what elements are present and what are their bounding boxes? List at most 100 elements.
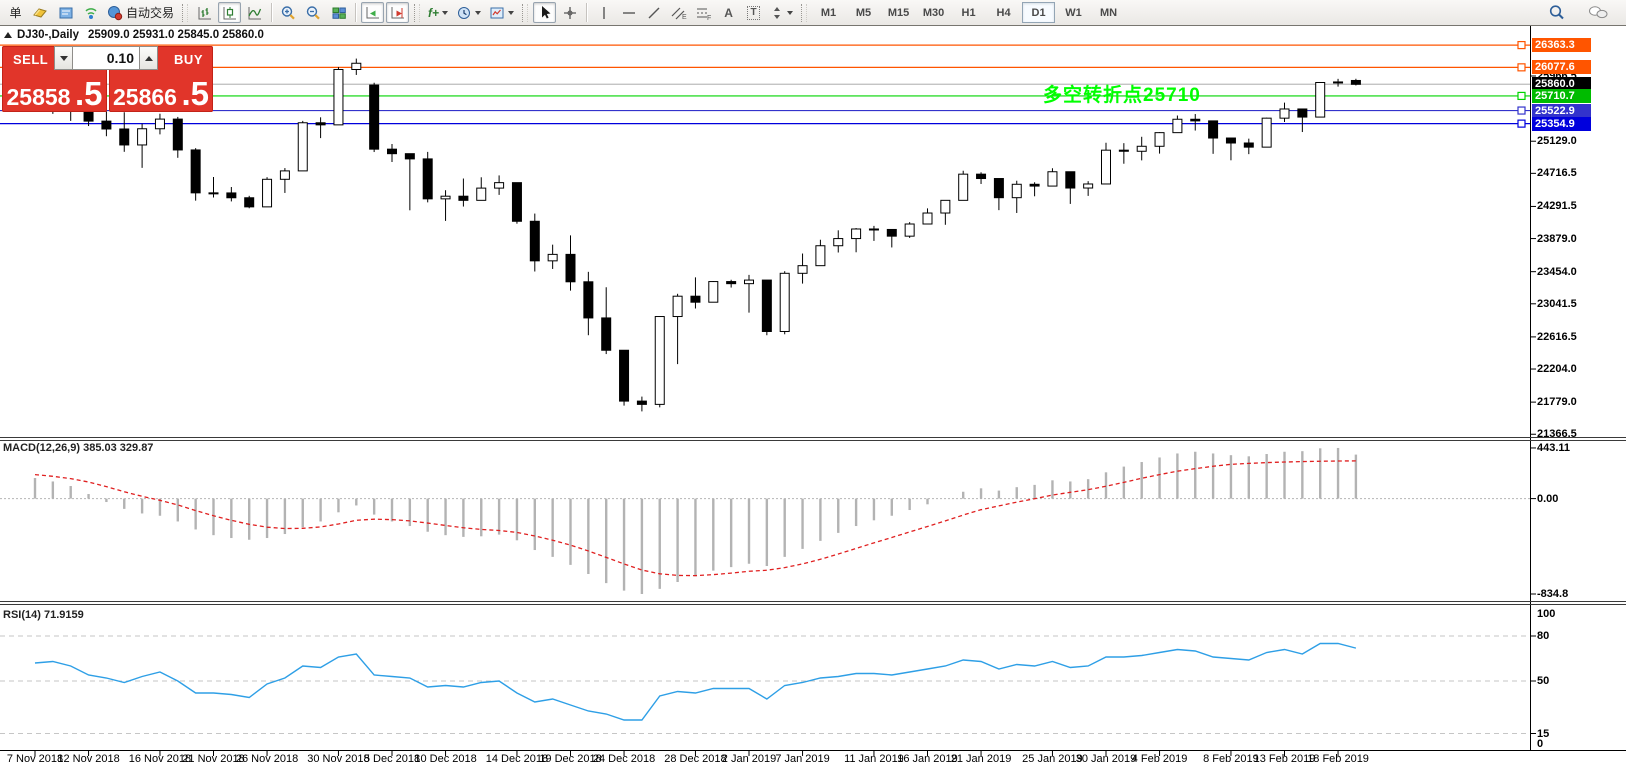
buy-button[interactable]: BUY 25866 .5	[109, 46, 213, 112]
ohlc-readout: 25909.0 25931.0 25845.0 25860.0	[88, 29, 264, 41]
toolbar-grip	[522, 3, 529, 22]
search-button[interactable]	[1545, 2, 1569, 23]
toolbar-separator	[271, 3, 273, 22]
toolbar-separator	[355, 3, 357, 22]
toolbar: 单 自动交易 f+ E F A T M1 M5 M15 M30 H1 H4 D1 W1 MN	[0, 0, 1626, 26]
volume-stepper: 0.10	[54, 46, 158, 70]
new-order-icon[interactable]	[29, 2, 52, 23]
svg-text:E: E	[682, 14, 687, 21]
horizontal-line-button[interactable]	[617, 2, 640, 23]
market-watch-button[interactable]	[54, 2, 77, 23]
tf-button-h4[interactable]: H4	[996, 6, 1011, 19]
timeframe-group: M1 M5 M15 M30 H1 H4 D1 W1 MN	[811, 2, 1126, 23]
triangle-down-icon	[59, 55, 68, 61]
chart-title: DJ30-,Daily 25909.0 25931.0 25845.0 2586…	[4, 29, 264, 41]
cursor-icon	[541, 5, 551, 18]
text-label-button[interactable]: T	[742, 2, 765, 23]
macd-label: MACD(12,26,9) 385.03 329.87	[3, 442, 154, 454]
autotrading-label: 自动交易	[126, 6, 175, 20]
new-order-button[interactable]: 单	[4, 2, 27, 23]
toolbar-grip	[182, 3, 189, 22]
volume-increase-button[interactable]	[139, 46, 158, 70]
vertical-line-button[interactable]	[592, 2, 615, 23]
trendline-icon	[648, 7, 660, 18]
tf-button-d1[interactable]: D1	[1022, 2, 1056, 23]
horizontal-line-icon	[622, 11, 635, 14]
sell-price: 25858 .5	[6, 75, 103, 112]
tf-button-h1[interactable]: H1	[961, 6, 976, 19]
indicators-button[interactable]: f+	[425, 2, 451, 23]
auto-scroll-button[interactable]	[361, 2, 385, 23]
panel-collapse-icon[interactable]	[4, 32, 12, 38]
one-click-trading-panel: SELL 25858 .5 BUY 25866 .5 0.10	[2, 46, 213, 112]
volume-decrease-button[interactable]	[54, 46, 73, 70]
bar-chart-button[interactable]	[193, 2, 216, 23]
text-label-icon: T	[747, 5, 760, 20]
sell-label: SELL	[13, 52, 49, 67]
buy-price: 25866 .5	[113, 75, 209, 112]
triangle-up-icon	[144, 55, 153, 61]
chat-button[interactable]	[1584, 2, 1612, 23]
channel-icon: E	[671, 7, 687, 21]
zoom-out-icon	[306, 5, 320, 19]
line-chart-icon	[248, 6, 262, 19]
autotrading-button[interactable]: 自动交易	[104, 2, 177, 23]
svg-text:F: F	[707, 15, 711, 21]
chart-shift-icon	[391, 6, 405, 18]
chart-annotation[interactable]: 多空转折点25710	[1043, 85, 1201, 106]
tf-button-m30[interactable]: M30	[922, 6, 945, 19]
auto-scroll-icon	[366, 6, 380, 18]
crosshair-button[interactable]	[558, 2, 581, 23]
equidistant-channel-button[interactable]: E	[667, 2, 690, 23]
bar-chart-icon	[198, 6, 212, 19]
text-icon: A	[724, 5, 733, 20]
toolbar-grip	[414, 3, 421, 22]
toolbar-separator	[586, 3, 588, 22]
trendline-button[interactable]	[642, 2, 665, 23]
candlestick-chart-button[interactable]	[218, 2, 242, 23]
fibonacci-icon: F	[697, 8, 711, 21]
symbol-period-label: DJ30-,Daily	[17, 29, 80, 41]
search-icon	[1549, 5, 1564, 20]
chat-icon	[1589, 6, 1608, 19]
line-chart-button[interactable]	[243, 2, 266, 23]
fibonacci-button[interactable]: F	[692, 2, 715, 23]
arrows-button[interactable]	[767, 2, 796, 23]
periods-button[interactable]	[453, 2, 484, 23]
tile-windows-icon	[332, 7, 346, 19]
templates-button[interactable]	[486, 2, 517, 23]
template-icon	[490, 7, 504, 18]
chart-window-icon	[59, 7, 72, 18]
tf-button-mn[interactable]: MN	[1099, 6, 1118, 19]
tf-button-m5[interactable]: M5	[855, 6, 872, 19]
zoom-in-button[interactable]	[277, 2, 300, 23]
chart-shift-button[interactable]	[386, 2, 410, 23]
text-button[interactable]: A	[717, 2, 740, 23]
clock-icon	[458, 6, 471, 19]
cursor-button[interactable]	[533, 2, 557, 23]
zoom-in-icon	[281, 5, 295, 19]
chevron-down-icon	[508, 10, 515, 15]
gold-ticket-icon	[33, 7, 47, 18]
signals-button[interactable]	[79, 2, 102, 23]
signal-icon	[84, 7, 97, 19]
crosshair-icon	[563, 6, 576, 19]
tf-button-m1[interactable]: M1	[820, 6, 837, 19]
tf-button-m15[interactable]: M15	[887, 6, 910, 19]
zoom-out-button[interactable]	[302, 2, 325, 23]
toolbar-grip	[801, 3, 808, 22]
autotrading-icon	[108, 5, 123, 20]
chevron-down-icon	[787, 10, 794, 15]
new-order-label: 单	[9, 6, 22, 20]
arrows-icon	[774, 6, 781, 19]
tile-windows-button[interactable]	[327, 2, 350, 23]
indicators-icon: f+	[428, 5, 440, 20]
tf-button-w1[interactable]: W1	[1065, 6, 1082, 19]
vertical-line-icon	[602, 6, 605, 19]
rsi-label: RSI(14) 71.9159	[3, 609, 84, 621]
chevron-down-icon	[475, 10, 482, 15]
chevron-down-icon	[442, 10, 449, 15]
volume-input[interactable]: 0.10	[73, 46, 139, 70]
